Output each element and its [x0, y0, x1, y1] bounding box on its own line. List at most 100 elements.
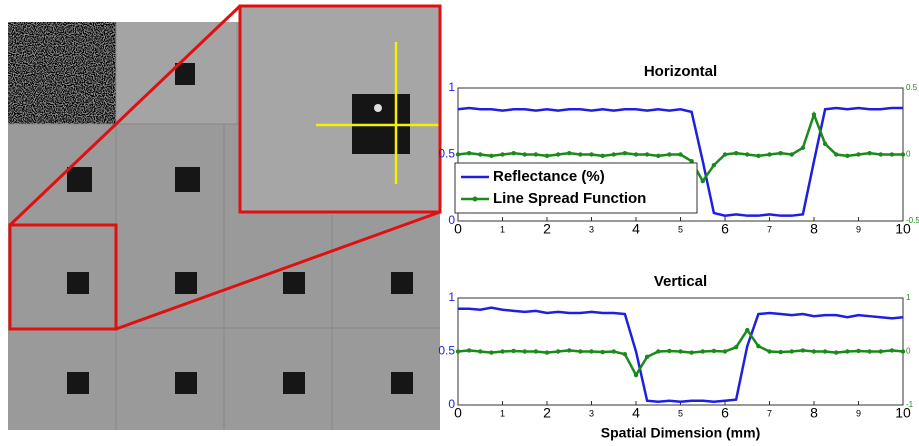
point — [700, 349, 705, 354]
legend: Reflectance (%) Line Spread Function — [454, 162, 698, 214]
point — [789, 349, 794, 354]
y-tick-label: 1 — [448, 80, 455, 94]
chart-title: Vertical — [654, 273, 707, 290]
point — [756, 343, 761, 349]
point — [533, 152, 539, 157]
point — [834, 350, 839, 355]
point — [500, 349, 505, 354]
image-mosaic — [8, 4, 442, 430]
x-tick-label: 5 — [678, 408, 683, 418]
y-tick-label: 0.5 — [438, 147, 455, 161]
point — [822, 349, 828, 354]
point — [867, 150, 872, 156]
point — [500, 152, 505, 157]
y2-tick-label: 0 — [906, 150, 911, 159]
point — [789, 152, 794, 157]
point — [822, 141, 828, 147]
series-line — [457, 106, 903, 217]
point — [756, 153, 761, 159]
y-tick-label: 0 — [448, 213, 455, 227]
y2-tick-label: 0 — [906, 347, 911, 356]
x-tick-label: 5 — [678, 224, 683, 234]
point — [544, 153, 550, 159]
y2-tick-label: 0.5 — [906, 83, 918, 92]
point — [856, 152, 861, 157]
point — [878, 349, 883, 354]
y2-tick-label: -1 — [906, 400, 914, 409]
point — [867, 349, 872, 354]
point — [578, 152, 583, 157]
point — [656, 153, 661, 159]
point — [689, 158, 694, 164]
x-tick-label: 0 — [454, 405, 462, 421]
x-tick-label: 4 — [632, 405, 640, 421]
point — [466, 150, 472, 156]
x-tick-label: 7 — [767, 224, 772, 234]
point — [733, 345, 739, 350]
point — [489, 350, 494, 355]
point — [700, 178, 705, 184]
x-tick-label: 10 — [895, 221, 911, 237]
point — [711, 348, 717, 354]
point — [622, 150, 628, 156]
point — [767, 349, 772, 354]
point — [478, 349, 483, 354]
point — [733, 150, 739, 156]
x-axis-title: Spatial Dimension (mm) — [601, 425, 760, 441]
legend-label: Line Spread Function — [493, 190, 646, 207]
point — [511, 150, 516, 156]
point — [600, 349, 605, 355]
x-tick-label: 10 — [895, 405, 911, 421]
point — [778, 150, 783, 156]
point — [478, 152, 483, 157]
x-tick-label: 3 — [589, 408, 594, 418]
point — [589, 349, 594, 354]
point — [811, 349, 817, 354]
point — [611, 152, 616, 157]
point — [722, 152, 728, 157]
y2-tick-label: -0.5 — [906, 216, 919, 225]
point — [633, 372, 639, 378]
y-tick-label: 1 — [448, 290, 455, 304]
point — [878, 152, 883, 157]
point — [889, 348, 895, 353]
point — [678, 152, 683, 157]
series-line — [458, 306, 904, 404]
point — [522, 349, 527, 354]
x-tick-label: 7 — [767, 408, 772, 418]
point — [567, 348, 572, 353]
point — [466, 348, 472, 353]
point — [856, 348, 861, 354]
x-tick-label: 6 — [721, 221, 729, 237]
point — [522, 152, 527, 157]
x-tick-label: 6 — [721, 405, 729, 421]
legend-label: Reflectance (%) — [493, 168, 605, 185]
point — [900, 152, 906, 157]
point — [767, 152, 772, 157]
point — [834, 152, 839, 157]
x-tick-label: 0 — [454, 221, 462, 237]
point — [633, 152, 639, 157]
point — [811, 112, 817, 117]
point — [455, 349, 461, 354]
point — [567, 150, 572, 156]
x-tick-label: 1 — [500, 224, 505, 234]
legend-box — [454, 162, 698, 214]
x-tick-label: 2 — [543, 405, 551, 421]
point — [533, 349, 539, 354]
y2-tick-label: 1 — [906, 293, 911, 302]
point — [745, 327, 750, 333]
x-tick-label: 8 — [810, 405, 818, 421]
legend-marker — [472, 196, 478, 202]
point — [722, 349, 728, 354]
point — [489, 153, 494, 159]
point — [711, 162, 717, 168]
point — [611, 349, 616, 354]
point — [644, 354, 650, 360]
point — [555, 349, 561, 354]
point — [656, 349, 661, 354]
point — [667, 152, 672, 157]
y-tick-label: 0 — [448, 397, 455, 411]
point — [600, 153, 605, 159]
